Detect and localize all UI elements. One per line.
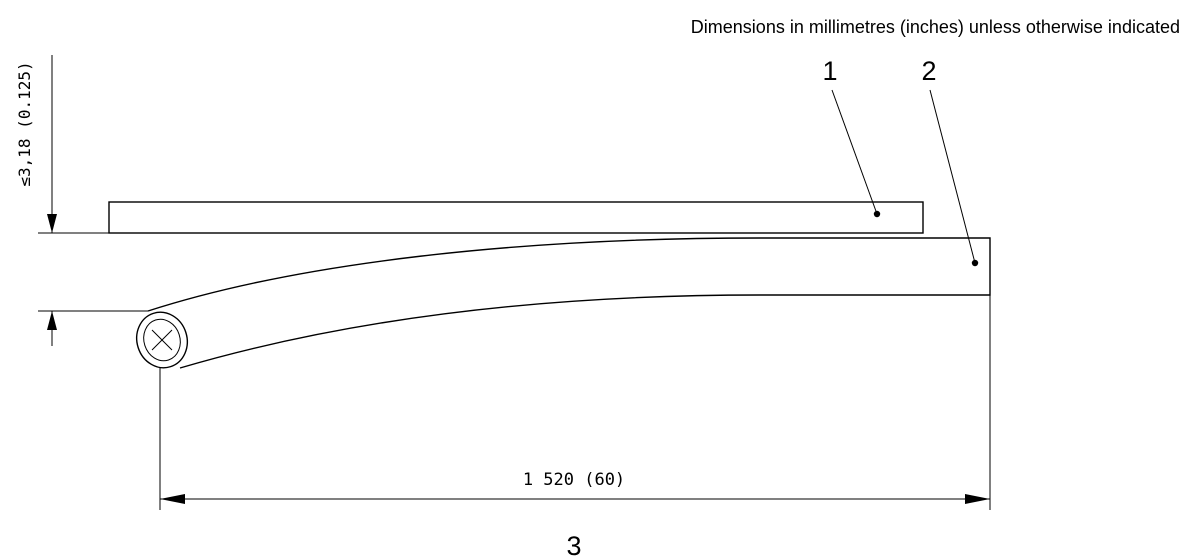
callout-1: 1 (822, 56, 837, 86)
length-arrow-right (965, 494, 990, 504)
length-label: 1 520 (60) (523, 470, 625, 490)
leader-line-1 (831, 89, 878, 215)
dimensions-note: Dimensions in millimetres (inches) unles… (691, 17, 1180, 37)
leader-line-2 (929, 89, 976, 264)
callout-2: 2 (921, 56, 936, 86)
cable-end-outer (135, 311, 189, 369)
reference-plate (108, 201, 924, 234)
callout-3: 3 (566, 531, 581, 560)
length-arrow-left (160, 494, 185, 504)
drop-arrow-down (47, 214, 57, 233)
drop-height-label: ≤3,18 (0.125) (15, 61, 34, 186)
cable-end-cross-b (151, 329, 173, 351)
drop-arrow-up (47, 311, 57, 330)
cable-end-inner (143, 318, 181, 362)
leader-dot-1 (873, 210, 881, 218)
leader-dot-2 (971, 259, 979, 267)
cable-body (147, 237, 991, 369)
